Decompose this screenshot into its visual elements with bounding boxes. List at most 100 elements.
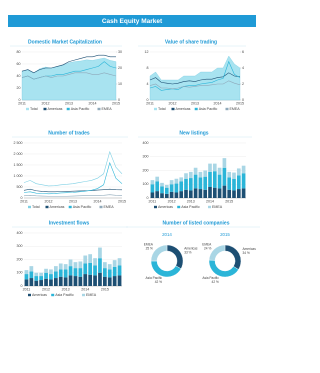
slice-label: EMEA	[144, 243, 154, 247]
y-tick-label: 40	[17, 74, 21, 78]
bar	[188, 178, 193, 191]
legend-swatch	[177, 205, 181, 209]
bar	[49, 269, 53, 275]
bar	[203, 170, 208, 177]
legend-swatch	[28, 293, 31, 297]
y-tick-label: 500	[17, 185, 23, 189]
bar	[68, 275, 73, 286]
bar	[179, 181, 184, 192]
bar	[24, 279, 29, 286]
x-tick-label: 2012	[45, 199, 53, 203]
bar	[232, 190, 236, 198]
bar	[150, 180, 155, 185]
bar	[169, 184, 174, 192]
y-tick-label: 300	[143, 155, 149, 159]
legend-label: Total	[32, 205, 40, 209]
x-tick-label: 2013	[69, 199, 77, 203]
y-tick-label: 200	[17, 257, 23, 261]
legend-swatch	[194, 107, 198, 111]
title-band	[8, 15, 256, 27]
y-tick-label: 300	[17, 244, 23, 248]
bar	[83, 263, 88, 275]
bar	[98, 258, 102, 273]
x-tick-label: 2011	[146, 101, 154, 105]
slice-value: 42 %	[155, 280, 162, 284]
chart-title: Domestic Market Capitalization	[28, 39, 102, 45]
x-tick-label: 2015	[101, 287, 109, 291]
y2-tick-label: 20	[118, 66, 122, 70]
legend-swatch	[82, 293, 85, 297]
legend-label: Americas	[32, 293, 47, 297]
legend-label: Asia Pacific	[181, 205, 200, 209]
legend-swatch	[51, 293, 55, 297]
x-tick-label: 2014	[206, 199, 214, 203]
bar	[34, 272, 39, 277]
page: Cash Equity Market Domestic Market Capit…	[8, 15, 260, 297]
bar	[44, 278, 48, 286]
bar	[117, 258, 122, 266]
line	[149, 72, 241, 85]
area	[21, 57, 117, 101]
legend-label: EMEA	[212, 205, 223, 209]
bar	[222, 158, 227, 168]
x-tick-label: 2013	[62, 287, 70, 291]
bar	[160, 182, 164, 187]
y-tick-label: 400	[143, 141, 149, 145]
bar	[236, 189, 241, 198]
bar	[184, 173, 188, 179]
y2-tick-label: 6	[242, 50, 244, 54]
y-tick-label: 0	[147, 98, 149, 102]
line	[21, 72, 117, 80]
bar	[49, 274, 53, 280]
bar	[73, 262, 78, 269]
legend-swatch	[68, 205, 72, 209]
bar	[93, 258, 97, 266]
pie-title: 2015	[220, 232, 230, 237]
bar	[39, 272, 44, 277]
bar	[227, 177, 232, 190]
bar	[222, 185, 227, 198]
bar	[236, 168, 241, 176]
line	[149, 80, 241, 90]
legend-label: Asia Pacific	[73, 205, 92, 209]
bar	[174, 183, 179, 193]
bar	[241, 173, 246, 189]
bar	[184, 178, 188, 190]
legend-swatch	[208, 205, 211, 209]
x-tick-label: 2012	[42, 287, 50, 291]
bar	[184, 189, 188, 198]
y2-tick-label: 4	[242, 66, 244, 70]
legend-swatch	[154, 205, 157, 209]
bar	[93, 265, 97, 276]
bar	[39, 280, 44, 286]
y-tick-label: 1 000	[14, 174, 23, 178]
bar	[93, 275, 97, 286]
bar	[63, 269, 68, 278]
x-tick-label: 2011	[23, 287, 31, 291]
legend-swatch	[171, 107, 175, 111]
x-tick-label: 2012	[42, 101, 50, 105]
legend-swatch	[45, 205, 49, 209]
legend-label: Asia Pacific	[199, 107, 218, 111]
bar	[188, 171, 193, 179]
bar	[217, 167, 222, 175]
y2-tick-label: 2	[242, 82, 244, 86]
slice-label: Americas	[243, 247, 257, 251]
bar	[117, 275, 122, 286]
bar	[88, 254, 93, 263]
bar	[217, 188, 222, 198]
bar	[73, 268, 78, 277]
y-tick-label: 4	[147, 82, 149, 86]
line	[149, 60, 241, 91]
bar	[222, 167, 227, 186]
legend-label: Asia Pacific	[71, 107, 90, 111]
bar	[58, 276, 63, 286]
slice-value: 42 %	[212, 280, 219, 284]
bar	[107, 264, 112, 270]
legend-label: Total	[30, 107, 38, 111]
legend-label: Americas	[48, 107, 63, 111]
slice-label: Americas	[184, 247, 198, 251]
y-tick-label: 12	[145, 50, 149, 54]
y2-tick-label: 0	[118, 98, 120, 102]
bar	[34, 280, 39, 286]
